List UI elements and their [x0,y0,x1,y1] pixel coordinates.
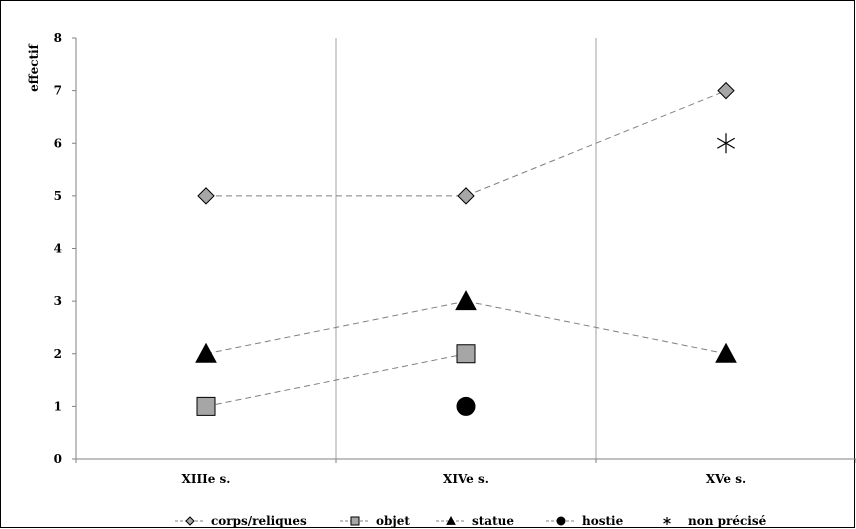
data-point [196,396,216,416]
legend-label: non précisé [688,514,767,528]
legend-marker [556,516,566,526]
data-point [455,290,477,311]
y-axis-title: effectif [27,43,41,92]
data-point [456,396,476,416]
series-corps-reliques [197,81,735,205]
x-tick-label: XIIIe s. [182,472,231,486]
y-tick-label: 3 [54,294,62,308]
legend-marker [185,516,195,526]
y-tick-label: 7 [54,84,62,98]
series-line-segment [205,353,467,407]
legend-item: non précisé [663,514,767,528]
y-tick-label: 0 [54,452,62,466]
data-point [195,342,217,363]
y-tick-label: 5 [54,189,62,203]
data-point [456,344,476,364]
y-tick-label: 2 [54,347,62,361]
data-point [717,133,735,154]
asterisk-stroke [717,137,735,149]
legend: corps/reliques objet statue hostie non préci… [175,514,767,528]
legend-label: corps/reliques [211,514,307,528]
y-tick-label: 6 [54,136,62,150]
x-tick-label: XVe s. [706,472,746,486]
legend-item: corps/reliques [175,514,307,528]
series-line-segment [465,90,727,197]
data-point [457,187,475,205]
series-statue [195,290,737,363]
legend-item: objet [340,514,410,528]
legend-marker [446,515,456,525]
legend-item: hostie [546,514,624,528]
data-point [715,342,737,363]
series-non-pr-cis- [717,133,735,154]
y-tick-label: 8 [54,31,62,45]
x-tick-label: XIVe s. [443,472,489,486]
legend-item: statue [436,514,514,528]
asterisk-stroke [663,518,671,524]
series-line-segment [205,300,467,355]
data-point [197,187,215,205]
series-objet [196,344,476,416]
series-hostie [456,396,476,416]
y-tick-label: 4 [54,242,62,256]
legend-marker [350,516,360,526]
data-point [717,81,735,100]
legend-label: objet [376,514,410,528]
legend-label: hostie [582,514,624,528]
y-tick-label: 1 [54,399,62,413]
series-line-segment [465,300,727,355]
legend-marker [663,517,671,525]
legend-label: statue [472,514,514,528]
